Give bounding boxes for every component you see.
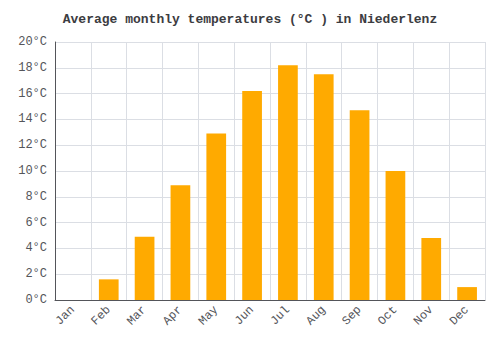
svg-text:Average monthly temperatures (: Average monthly temperatures (°C ) in Ni… (63, 12, 437, 27)
svg-text:Dec: Dec (447, 303, 472, 328)
svg-text:Oct: Oct (375, 303, 400, 328)
svg-text:6°C: 6°C (25, 216, 47, 230)
svg-text:14°C: 14°C (18, 112, 47, 126)
svg-text:Sep: Sep (339, 303, 364, 328)
svg-text:0°C: 0°C (25, 293, 47, 307)
svg-text:16°C: 16°C (18, 87, 47, 101)
svg-text:18°C: 18°C (18, 61, 47, 75)
svg-text:May: May (196, 303, 221, 328)
svg-text:Jun: Jun (232, 303, 257, 328)
svg-text:Apr: Apr (160, 303, 185, 328)
svg-text:8°C: 8°C (25, 190, 47, 204)
svg-text:Nov: Nov (411, 303, 436, 328)
svg-text:Feb: Feb (89, 303, 114, 328)
svg-text:Aug: Aug (304, 303, 329, 328)
svg-text:12°C: 12°C (18, 138, 47, 152)
svg-text:4°C: 4°C (25, 241, 47, 255)
svg-text:2°C: 2°C (25, 267, 47, 281)
svg-text:10°C: 10°C (18, 164, 47, 178)
svg-text:Jan: Jan (53, 303, 78, 328)
svg-text:Jul: Jul (268, 303, 293, 328)
svg-text:Mar: Mar (124, 303, 149, 328)
svg-text:20°C: 20°C (18, 35, 47, 49)
